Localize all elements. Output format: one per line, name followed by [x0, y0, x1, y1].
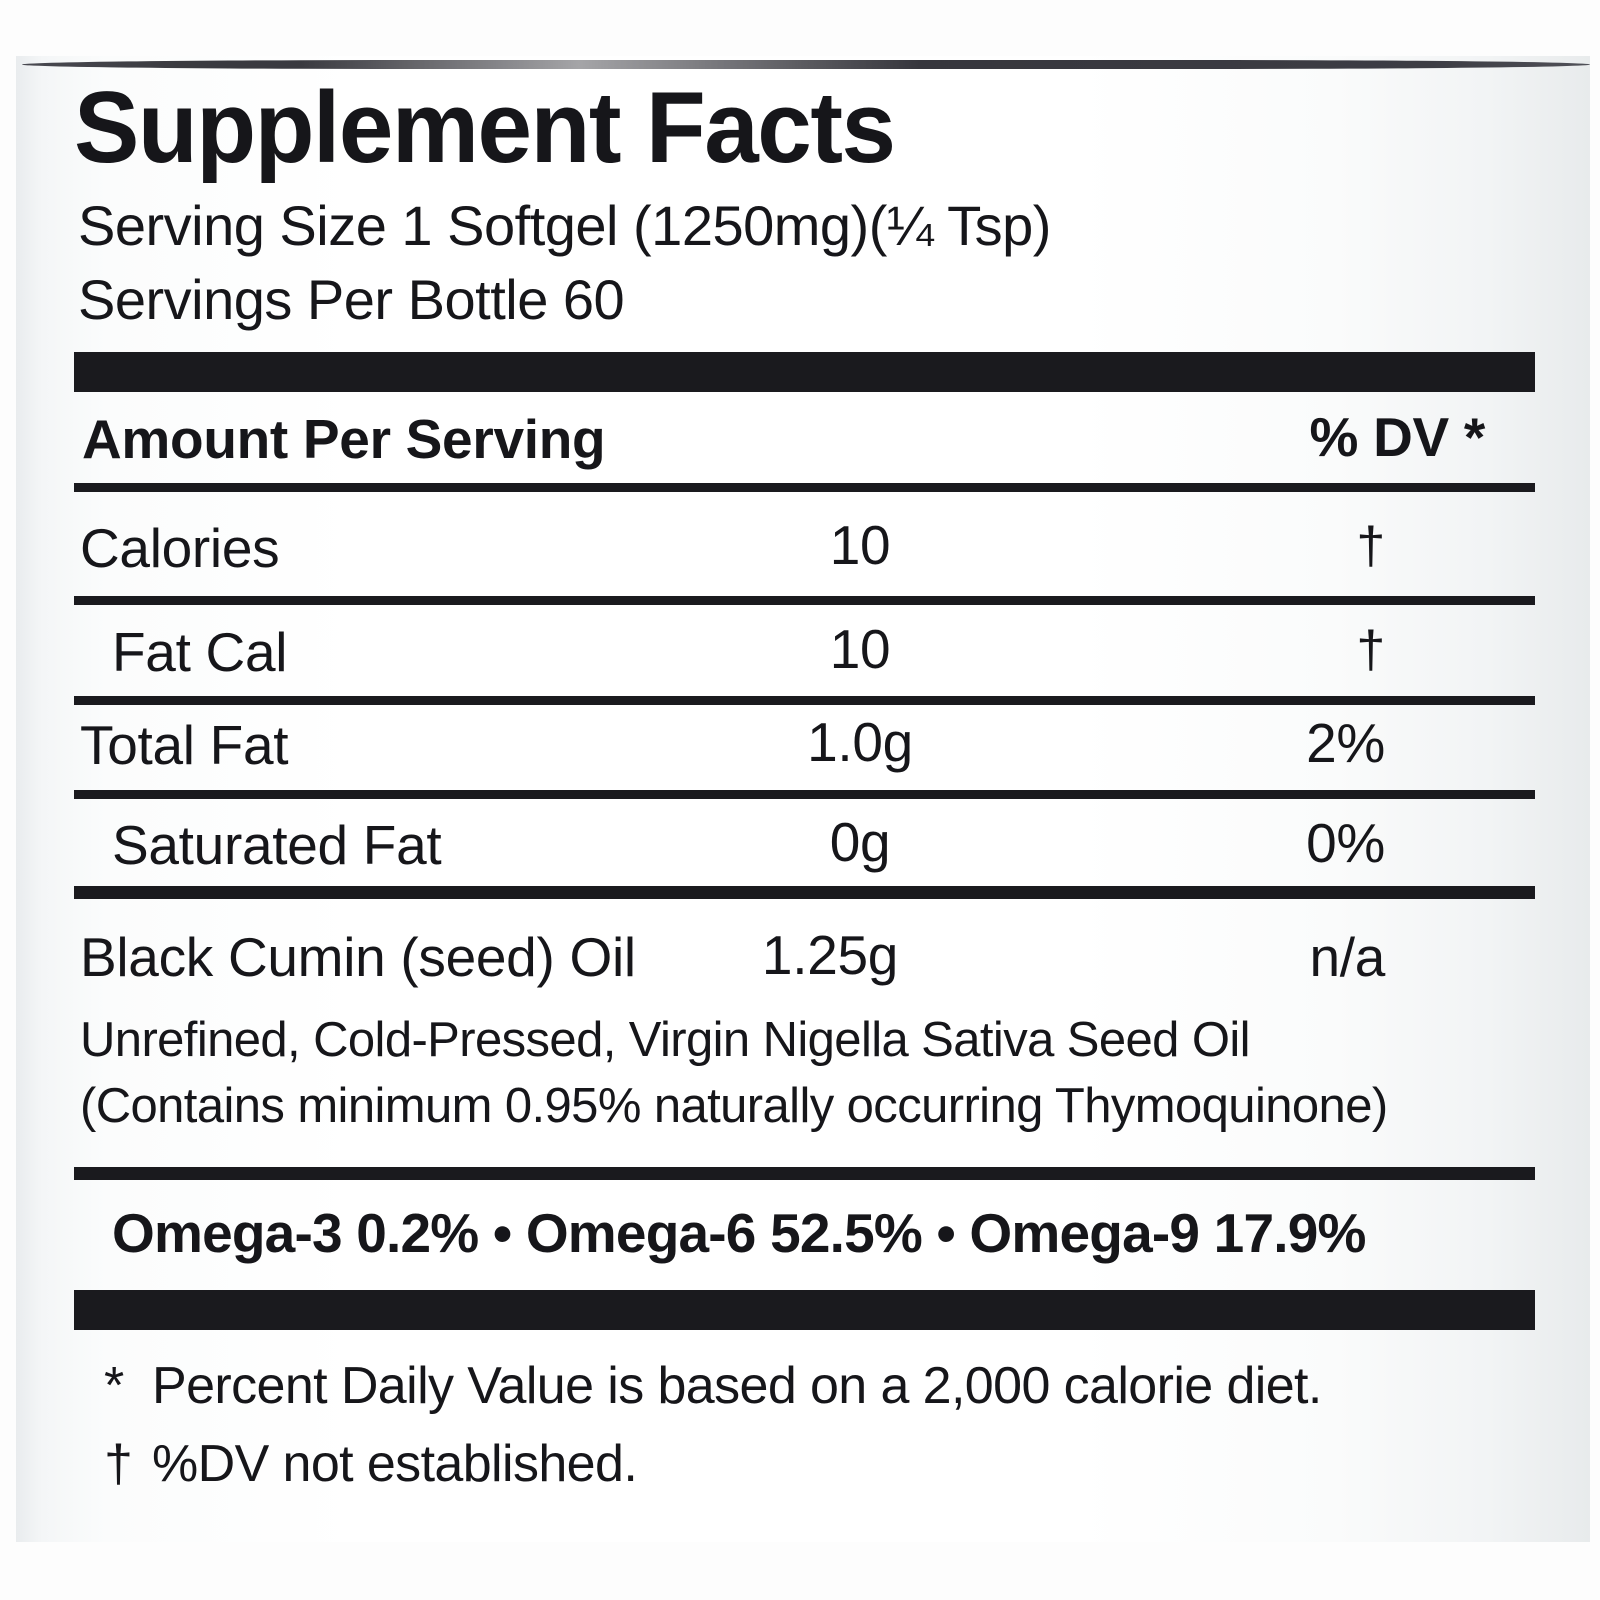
- row-label-black-cumin-oil: Black Cumin (seed) Oil: [80, 926, 636, 988]
- row-amount-fat-cal: 10: [829, 618, 891, 680]
- row-amount-saturated-fat: 0g: [829, 811, 891, 873]
- rule-under-serving-info: [74, 352, 1535, 392]
- row-dv-calories: †: [1356, 517, 1385, 575]
- rule-under-column-headers: [74, 483, 1535, 492]
- footnote-asterisk-text: Percent Daily Value is based on a 2,000 …: [152, 1357, 1322, 1415]
- row-amount-total-fat: 1.0g: [807, 711, 913, 773]
- footnote-asterisk-mark: *: [104, 1357, 124, 1415]
- row-dv-black-cumin-oil: n/a: [1309, 926, 1385, 988]
- row-dv-saturated-fat: 0%: [1306, 812, 1385, 874]
- rule-under-saturated-fat: [74, 886, 1535, 899]
- ingredient-description-line-1: Unrefined, Cold-Pressed, Virgin Nigella …: [80, 1013, 1251, 1067]
- row-label-total-fat: Total Fat: [80, 714, 289, 776]
- rule-under-calories: [74, 596, 1535, 605]
- footnote-dagger-text: %DV not established.: [152, 1435, 638, 1493]
- amount-per-serving-header: Amount Per Serving: [82, 408, 606, 470]
- percent-dv-header: % DV *: [1309, 406, 1486, 468]
- ingredient-description-line-2: (Contains minimum 0.95% naturally occurr…: [80, 1079, 1388, 1133]
- row-label-calories: Calories: [80, 517, 280, 579]
- footnote-dv-not-established: † %DV not established.: [104, 1435, 638, 1493]
- panel-title: Supplement Facts: [74, 72, 896, 184]
- row-dv-fat-cal: †: [1356, 621, 1385, 679]
- row-dv-total-fat: 2%: [1306, 712, 1385, 774]
- row-label-fat-cal: Fat Cal: [112, 621, 288, 683]
- rule-under-fat-cal: [74, 696, 1535, 705]
- fatty-acid-profile-line: Omega-3 0.2% • Omega-6 52.5% • Omega-9 1…: [112, 1202, 1366, 1264]
- serving-size-line: Serving Size 1 Softgel (1250mg)(¼ Tsp): [78, 194, 1051, 257]
- rule-below-omega-row: [74, 1290, 1535, 1330]
- footnote-percent-daily-value: * Percent Daily Value is based on a 2,000…: [104, 1360, 1322, 1412]
- footnote-dagger-mark: †: [104, 1435, 133, 1493]
- row-amount-black-cumin-oil: 1.25g: [761, 924, 899, 986]
- rule-under-total-fat: [74, 790, 1535, 799]
- row-amount-calories: 10: [829, 514, 891, 576]
- servings-per-container-line: Servings Per Bottle 60: [78, 268, 625, 331]
- rule-above-omega-row: [74, 1167, 1535, 1180]
- row-label-saturated-fat: Saturated Fat: [112, 814, 442, 876]
